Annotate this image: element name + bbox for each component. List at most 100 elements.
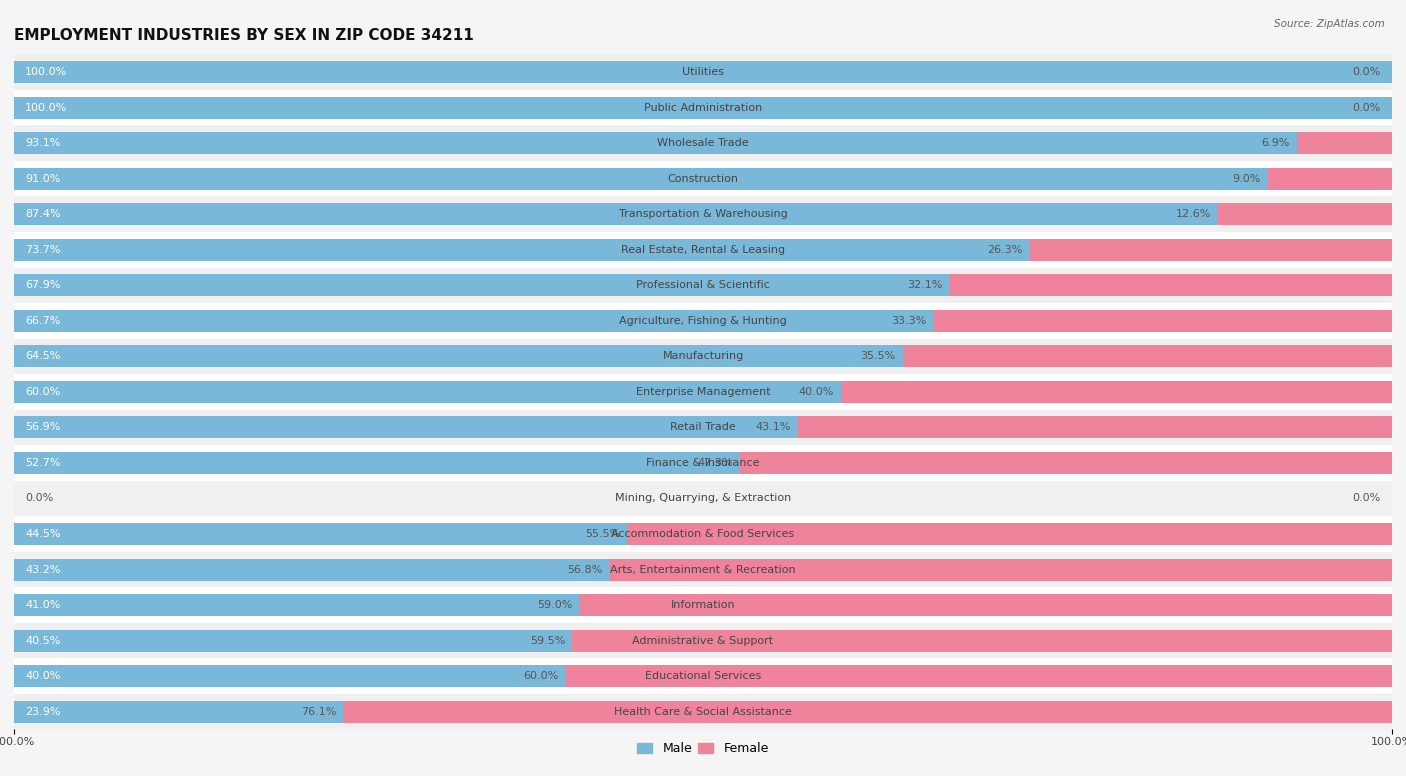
Text: Administrative & Support: Administrative & Support [633,636,773,646]
Text: Wholesale Trade: Wholesale Trade [657,138,749,148]
Bar [14,694,1392,729]
Bar [14,629,572,652]
Text: 100.0%: 100.0% [25,102,67,113]
Text: Arts, Entertainment & Recreation: Arts, Entertainment & Recreation [610,565,796,574]
Bar [627,523,1392,545]
Bar [14,381,841,403]
Text: Construction: Construction [668,174,738,184]
Text: 40.5%: 40.5% [25,636,60,646]
Text: Public Administration: Public Administration [644,102,762,113]
Text: 41.0%: 41.0% [25,600,60,610]
Text: 47.3%: 47.3% [697,458,734,468]
Text: Finance & Insurance: Finance & Insurance [647,458,759,468]
Bar [14,587,1392,623]
Text: 43.1%: 43.1% [756,422,792,432]
Bar [572,629,1392,652]
Text: Mining, Quarrying, & Extraction: Mining, Quarrying, & Extraction [614,494,792,504]
Text: Information: Information [671,600,735,610]
Bar [14,445,1392,480]
Text: 66.7%: 66.7% [25,316,60,326]
Text: Real Estate, Rental & Leasing: Real Estate, Rental & Leasing [621,244,785,255]
Text: 0.0%: 0.0% [1353,494,1381,504]
Text: 60.0%: 60.0% [25,387,60,397]
Bar [14,90,1392,126]
Bar [740,452,1392,474]
Bar [799,417,1392,438]
Text: 43.2%: 43.2% [25,565,60,574]
Bar [14,310,934,332]
Text: 100.0%: 100.0% [25,67,67,77]
Bar [14,303,1392,338]
Text: 76.1%: 76.1% [301,707,336,717]
Bar [14,161,1392,196]
Bar [14,96,1392,119]
Bar [14,196,1392,232]
Text: 55.5%: 55.5% [585,529,620,539]
Bar [14,480,1392,516]
Text: 0.0%: 0.0% [1353,67,1381,77]
Text: Enterprise Management: Enterprise Management [636,387,770,397]
Text: 0.0%: 0.0% [1353,102,1381,113]
Bar [1268,168,1392,189]
Bar [14,203,1219,225]
Text: 64.5%: 64.5% [25,352,60,362]
Text: 9.0%: 9.0% [1233,174,1261,184]
Text: 93.1%: 93.1% [25,138,60,148]
Bar [14,338,1392,374]
Text: 6.9%: 6.9% [1261,138,1289,148]
Bar [14,417,799,438]
Text: 40.0%: 40.0% [799,387,834,397]
Text: 40.0%: 40.0% [25,671,60,681]
Bar [14,559,609,580]
Bar [565,665,1392,688]
Text: 23.9%: 23.9% [25,707,60,717]
Text: Utilities: Utilities [682,67,724,77]
Text: Accommodation & Food Services: Accommodation & Food Services [612,529,794,539]
Text: 52.7%: 52.7% [25,458,60,468]
Bar [14,345,903,367]
Bar [609,559,1392,580]
Bar [934,310,1392,332]
Text: Professional & Scientific: Professional & Scientific [636,280,770,290]
Bar [14,658,1392,694]
Text: 59.5%: 59.5% [530,636,565,646]
Bar [14,54,1392,90]
Bar [1219,203,1392,225]
Text: 32.1%: 32.1% [907,280,943,290]
Text: Health Care & Social Assistance: Health Care & Social Assistance [614,707,792,717]
Bar [14,523,627,545]
Text: Retail Trade: Retail Trade [671,422,735,432]
Bar [14,168,1268,189]
Text: 0.0%: 0.0% [25,494,53,504]
Bar [903,345,1392,367]
Text: 91.0%: 91.0% [25,174,60,184]
Bar [14,132,1296,154]
Text: 67.9%: 67.9% [25,280,60,290]
Text: EMPLOYMENT INDUSTRIES BY SEX IN ZIP CODE 34211: EMPLOYMENT INDUSTRIES BY SEX IN ZIP CODE… [14,29,474,43]
Text: Educational Services: Educational Services [645,671,761,681]
Bar [1296,132,1392,154]
Bar [14,268,1392,303]
Bar [14,410,1392,445]
Bar [1029,239,1392,261]
Text: 87.4%: 87.4% [25,210,60,219]
Bar [949,274,1392,296]
Bar [14,232,1392,268]
Bar [14,274,949,296]
Text: 26.3%: 26.3% [987,244,1022,255]
Text: Agriculture, Fishing & Hunting: Agriculture, Fishing & Hunting [619,316,787,326]
Text: 35.5%: 35.5% [860,352,896,362]
Bar [841,381,1392,403]
Text: 56.8%: 56.8% [567,565,602,574]
Text: 44.5%: 44.5% [25,529,60,539]
Bar [14,61,1392,83]
Bar [14,126,1392,161]
Bar [343,701,1392,722]
Bar [14,374,1392,410]
Text: 60.0%: 60.0% [523,671,558,681]
Bar [14,452,740,474]
Legend: Male, Female: Male, Female [633,737,773,760]
Bar [14,552,1392,587]
Bar [14,594,579,616]
Bar [579,594,1392,616]
